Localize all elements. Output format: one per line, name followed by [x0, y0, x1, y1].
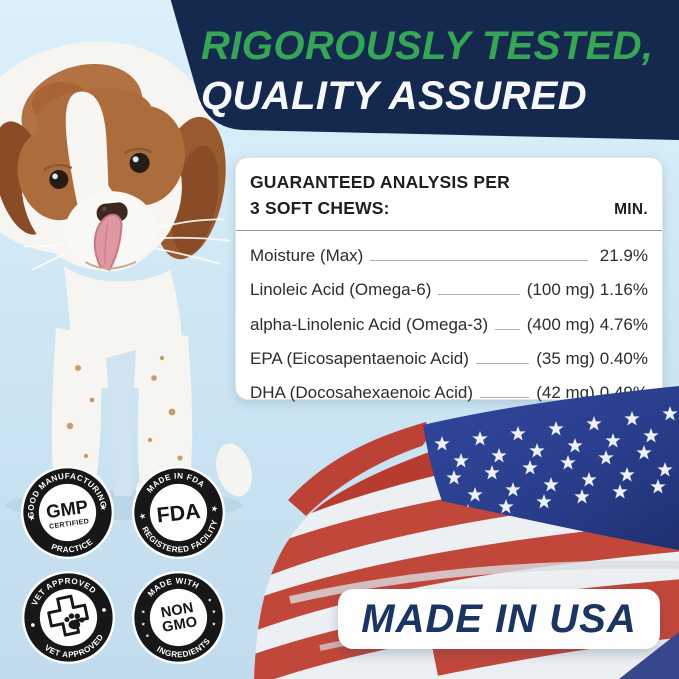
analysis-rows: Moisture (Max) 21.9% Linoleic Acid (Omeg… [236, 231, 662, 411]
puppy-eyelid-left [43, 164, 73, 172]
puppy-eye-right-glint [132, 156, 139, 163]
card-divider [236, 230, 662, 231]
guaranteed-analysis-card: GUARANTEED ANALYSIS PER 3 SOFT CHEWS: MI… [235, 157, 663, 402]
fda-facility-badge: MADE IN FDA REGISTERED FACILITY ★ ★ FDA [131, 465, 226, 560]
nutrient-amount: (42 mg) [536, 382, 595, 402]
analysis-row-linoleic: Linoleic Acid (Omega-6) (100 mg) 1.16% [250, 270, 648, 304]
puppy-head [17, 87, 231, 272]
nutrient-value: 1.16% [599, 280, 648, 300]
star-icon: ★ [145, 633, 151, 640]
puppy-nose-shine [101, 206, 107, 212]
dot-icon [31, 623, 35, 627]
star-icon: ★ [207, 597, 213, 604]
nutrient-value: 0.40% [599, 348, 648, 368]
nutrient-label: alpha-Linolenic Acid (Omega-3) [250, 314, 489, 334]
leader-line [480, 396, 530, 398]
dot-icon [102, 608, 106, 612]
header-line2: QUALITY ASSURED [201, 74, 588, 118]
fda-center-text: FDA [156, 499, 202, 527]
star-icon: ★ [141, 609, 147, 616]
min-column-header: MIN. [614, 201, 648, 218]
badge-center [149, 588, 208, 647]
non-gmo-badge: MADE WITH INGREDIENTS ★ ★ ★ ★ ★ ★ NON GM… [131, 570, 226, 665]
badge-center [38, 483, 97, 542]
puppy-eye-left-glint [52, 173, 58, 180]
nutrient-label: DHA (Docosahexaenoic Acid) [250, 382, 474, 402]
analysis-row-moisture: Moisture (Max) 21.9% [250, 236, 648, 270]
leader-line [438, 294, 520, 296]
star-icon: ★ [209, 505, 219, 513]
header-line1: RIGOROUSLY TESTED, [201, 24, 654, 68]
nutrient-value: 21.9% [599, 246, 648, 266]
puppy-whiskers [23, 218, 231, 271]
star-icon: ★ [141, 621, 147, 628]
leader-line [475, 362, 530, 364]
puppy-ear-right-inner [171, 145, 219, 255]
analysis-row-epa: EPA (Eicosapentaenoic Acid) (35 mg) 0.40… [250, 339, 648, 373]
flag-corner-fold [619, 632, 679, 679]
nongmo-center-line2: GMO [161, 614, 199, 636]
nutrient-amount: (100 mg) [526, 280, 595, 300]
star-icon: ★ [27, 513, 37, 522]
vet-approved-badge: VET APPROVED VET APPROVED [21, 570, 116, 665]
puppy-photo [0, 41, 252, 520]
nutrient-amount: (35 mg) [536, 348, 595, 368]
star-icon: ★ [98, 503, 108, 512]
leader-line [495, 328, 520, 330]
puppy-tongue [93, 213, 123, 271]
nutrient-label: EPA (Eicosapentaenoic Acid) [250, 348, 469, 368]
card-title-line2: 3 SOFT CHEWS: [250, 198, 390, 218]
nutrient-label: Linoleic Acid (Omega-6) [250, 280, 432, 300]
star-icon: ★ [211, 609, 217, 616]
leader-line [370, 260, 588, 262]
star-icon: ★ [211, 621, 217, 628]
analysis-row-alpha-linolenic: alpha-Linolenic Acid (Omega-3) (400 mg) … [250, 304, 648, 338]
vet-cross-icon [47, 594, 89, 637]
header-banner [170, 0, 679, 140]
flag-canton [423, 386, 679, 550]
puppy-mouth [85, 260, 137, 270]
made-in-usa-text: MADE IN USA [361, 596, 637, 641]
puppy-paw-side [216, 443, 252, 497]
card-header: GUARANTEED ANALYSIS PER 3 SOFT CHEWS: MI… [236, 158, 662, 230]
header-text: RIGOROUSLY TESTED, QUALITY ASSURED [201, 21, 671, 121]
nutrient-value: 4.76% [599, 314, 648, 334]
nutrient-amount: (400 mg) [526, 314, 595, 334]
header-banner-shape [170, 0, 679, 140]
made-in-usa-box: MADE IN USA [338, 589, 660, 649]
puppy-eyelid-right [123, 147, 154, 155]
badge-center [149, 483, 208, 542]
star-icon: ★ [138, 512, 148, 520]
puppy-tongue-line [104, 223, 109, 265]
puppy-leg-gap [106, 350, 136, 496]
nutrient-label: Moisture (Max) [250, 246, 364, 266]
paw-icon [64, 613, 85, 630]
puppy-leg-left [51, 328, 102, 496]
gmp-certified-badge: GOOD MANUFACTURING PRACTICE ★ ★ GMP CERT… [20, 465, 115, 560]
nongmo-center-line1: NON [160, 600, 195, 621]
flag-stripe-tip [288, 422, 429, 516]
puppy-freckles [66, 355, 183, 461]
card-title-line1: GUARANTEED ANALYSIS PER [250, 172, 511, 192]
